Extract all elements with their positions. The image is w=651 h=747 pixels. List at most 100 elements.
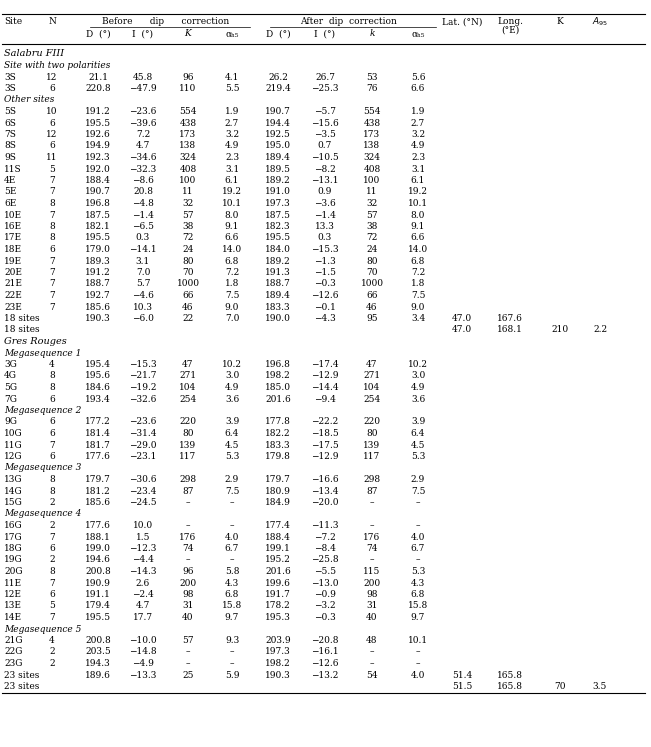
Text: 193.4: 193.4 (85, 394, 111, 403)
Text: 76: 76 (367, 84, 378, 93)
Text: −4.9: −4.9 (132, 659, 154, 668)
Text: 194.6: 194.6 (85, 556, 111, 565)
Text: 80: 80 (367, 256, 378, 265)
Text: 22E: 22E (4, 291, 22, 300)
Text: 7: 7 (49, 268, 55, 277)
Text: 26.2: 26.2 (268, 72, 288, 81)
Text: −14.3: −14.3 (130, 567, 157, 576)
Text: 4G: 4G (4, 371, 17, 380)
Text: 7.5: 7.5 (225, 291, 240, 300)
Text: 196.8: 196.8 (85, 199, 111, 208)
Text: 17G: 17G (4, 533, 23, 542)
Text: 179.7: 179.7 (85, 475, 111, 484)
Text: 195.5: 195.5 (265, 234, 291, 243)
Text: 3S: 3S (4, 72, 16, 81)
Text: 9.1: 9.1 (411, 222, 425, 231)
Text: 176: 176 (180, 533, 197, 542)
Text: 40: 40 (367, 613, 378, 622)
Text: −17.4: −17.4 (311, 360, 339, 369)
Text: 47.0: 47.0 (452, 314, 472, 323)
Text: –: – (370, 659, 374, 668)
Text: 189.5: 189.5 (265, 164, 291, 173)
Text: 195.5: 195.5 (85, 613, 111, 622)
Text: 139: 139 (180, 441, 197, 450)
Text: 1000: 1000 (176, 279, 199, 288)
Text: 9.3: 9.3 (225, 636, 239, 645)
Text: −4.8: −4.8 (132, 199, 154, 208)
Text: −31.4: −31.4 (130, 429, 157, 438)
Text: 177.2: 177.2 (85, 418, 111, 427)
Text: 14.0: 14.0 (222, 245, 242, 254)
Text: 4.0: 4.0 (411, 533, 425, 542)
Text: 87: 87 (367, 486, 378, 495)
Text: 138: 138 (180, 141, 197, 150)
Text: 11S: 11S (4, 164, 21, 173)
Text: 220: 220 (363, 418, 380, 427)
Text: 6.1: 6.1 (225, 176, 239, 185)
Text: −0.3: −0.3 (314, 279, 336, 288)
Text: 6.4: 6.4 (225, 429, 239, 438)
Text: 199.0: 199.0 (85, 544, 111, 553)
Text: 6: 6 (49, 429, 55, 438)
Text: −16.6: −16.6 (311, 475, 339, 484)
Text: 14.0: 14.0 (408, 245, 428, 254)
Text: 139: 139 (363, 441, 381, 450)
Text: 3.6: 3.6 (225, 394, 239, 403)
Text: −11.3: −11.3 (311, 521, 339, 530)
Text: 4.3: 4.3 (225, 578, 239, 587)
Text: 194.9: 194.9 (85, 141, 111, 150)
Text: 15.8: 15.8 (222, 601, 242, 610)
Text: −12.9: −12.9 (311, 452, 339, 461)
Text: 6S: 6S (4, 119, 16, 128)
Text: 18G: 18G (4, 544, 23, 553)
Text: 195.3: 195.3 (265, 613, 291, 622)
Text: 1.8: 1.8 (225, 279, 239, 288)
Text: 21G: 21G (4, 636, 23, 645)
Text: K: K (185, 29, 191, 39)
Text: 22: 22 (182, 314, 193, 323)
Text: 185.0: 185.0 (265, 383, 291, 392)
Text: 203.9: 203.9 (265, 636, 291, 645)
Text: −5.7: −5.7 (314, 107, 336, 116)
Text: −18.5: −18.5 (311, 429, 339, 438)
Text: 74: 74 (367, 544, 378, 553)
Text: 200: 200 (180, 578, 197, 587)
Text: −47.9: −47.9 (129, 84, 157, 93)
Text: 23G: 23G (4, 659, 23, 668)
Text: 195.4: 195.4 (85, 360, 111, 369)
Text: 189.2: 189.2 (265, 256, 291, 265)
Text: 80: 80 (367, 429, 378, 438)
Text: 8: 8 (49, 199, 55, 208)
Text: 177.6: 177.6 (85, 521, 111, 530)
Text: 6.1: 6.1 (411, 176, 425, 185)
Text: 2.7: 2.7 (225, 119, 239, 128)
Text: −1.4: −1.4 (132, 211, 154, 220)
Text: –: – (230, 556, 234, 565)
Text: 45.8: 45.8 (133, 72, 153, 81)
Text: Salabru FIII: Salabru FIII (4, 49, 64, 58)
Text: 5.9: 5.9 (225, 671, 240, 680)
Text: 8: 8 (49, 383, 55, 392)
Text: −25.3: −25.3 (311, 84, 339, 93)
Text: −1.3: −1.3 (314, 256, 336, 265)
Text: 4.1: 4.1 (225, 72, 239, 81)
Text: –: – (186, 521, 190, 530)
Text: 188.7: 188.7 (85, 279, 111, 288)
Text: 87: 87 (182, 486, 194, 495)
Text: 2: 2 (49, 556, 55, 565)
Text: 177.6: 177.6 (85, 452, 111, 461)
Text: 21.1: 21.1 (88, 72, 108, 81)
Text: 23E: 23E (4, 303, 22, 311)
Text: 408: 408 (180, 164, 197, 173)
Text: –: – (186, 648, 190, 657)
Text: 2: 2 (49, 498, 55, 507)
Text: 0.9: 0.9 (318, 187, 332, 196)
Text: −4.4: −4.4 (132, 556, 154, 565)
Text: 13E: 13E (4, 601, 22, 610)
Text: 32: 32 (182, 199, 193, 208)
Text: 4.9: 4.9 (225, 383, 239, 392)
Text: 182.3: 182.3 (265, 222, 291, 231)
Text: 191.0: 191.0 (265, 187, 291, 196)
Text: −25.8: −25.8 (311, 556, 339, 565)
Text: −8.4: −8.4 (314, 544, 336, 553)
